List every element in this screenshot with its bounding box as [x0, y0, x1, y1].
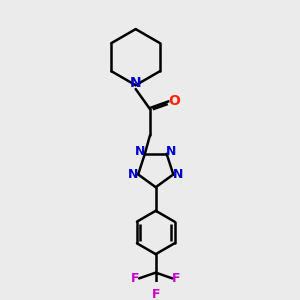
Text: F: F [131, 272, 139, 285]
Text: O: O [168, 94, 180, 109]
Text: N: N [173, 168, 184, 181]
Text: F: F [172, 272, 181, 285]
Text: N: N [130, 76, 142, 90]
Text: N: N [128, 168, 138, 181]
Text: N: N [135, 145, 146, 158]
Text: N: N [166, 145, 176, 158]
Text: F: F [152, 288, 160, 300]
